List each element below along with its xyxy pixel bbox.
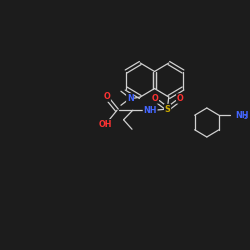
Text: O: O (152, 94, 158, 103)
Text: O: O (104, 92, 110, 101)
Text: O: O (177, 94, 184, 103)
Text: NH: NH (144, 106, 157, 115)
Text: N: N (127, 94, 134, 103)
Text: 2: 2 (244, 115, 248, 120)
Text: NH: NH (235, 111, 249, 120)
Text: OH: OH (99, 120, 112, 129)
Text: S: S (165, 104, 170, 114)
